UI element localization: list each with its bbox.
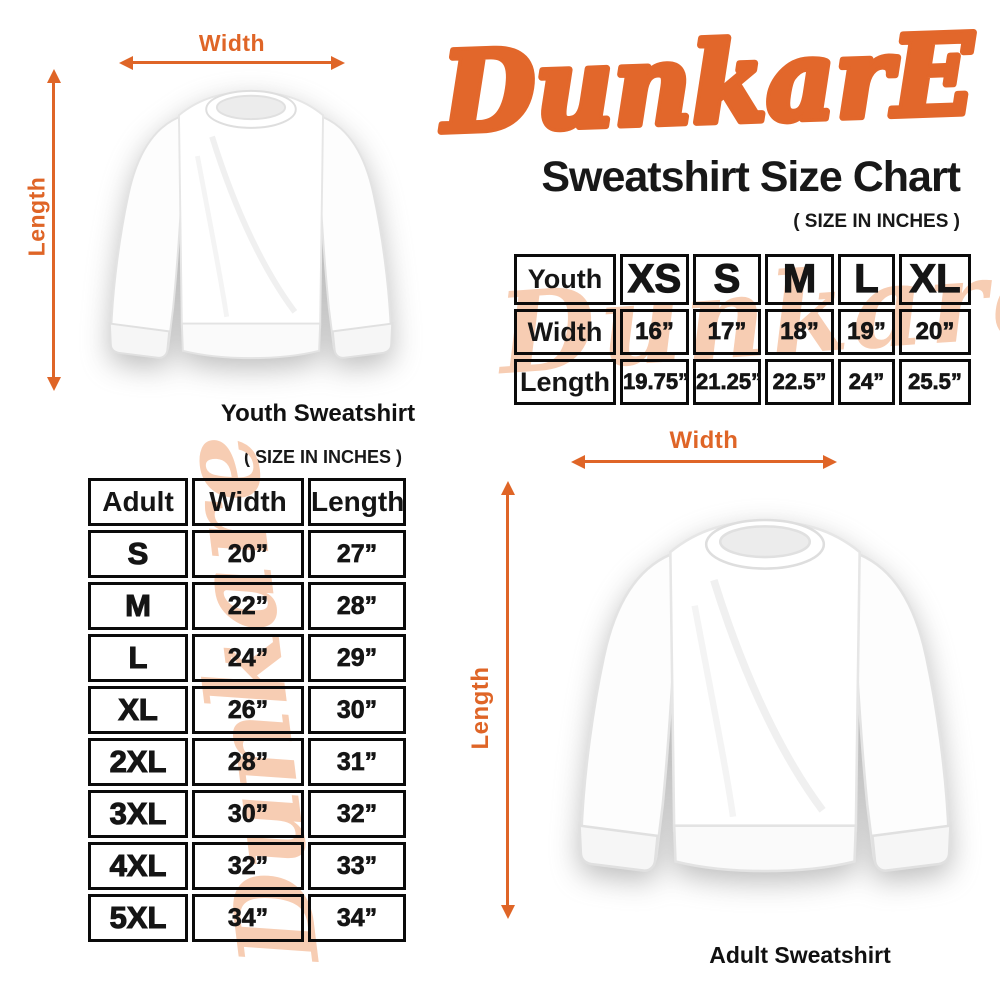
table-cell: XS — [620, 254, 689, 305]
table-row: Youth XS S M L XL — [514, 254, 971, 305]
table-row: 2XL 28” 31” — [88, 738, 406, 786]
table-cell: Adult — [88, 478, 188, 526]
table-cell: Youth — [514, 254, 616, 305]
table-cell: 20” — [899, 309, 971, 355]
table-cell: 17” — [693, 309, 761, 355]
table-cell: 18” — [765, 309, 834, 355]
table-cell: 30” — [192, 790, 304, 838]
table-row: M 22” 28” — [88, 582, 406, 630]
table-cell: 22.5” — [765, 359, 834, 405]
table-row: 5XL 34” 34” — [88, 894, 406, 942]
adult-size-table: Adult Width Length S 20” 27” M 22” 28” L 24” 29” XL 2… — [84, 474, 410, 946]
table-row: 4XL 32” 33” — [88, 842, 406, 890]
table-cell: 32” — [308, 790, 406, 838]
table-cell: M — [765, 254, 834, 305]
youth-caption: Youth Sweatshirt — [220, 400, 416, 427]
adult-width-label: Width — [669, 427, 739, 454]
table-cell: M — [88, 582, 188, 630]
table-row: L 24” 29” — [88, 634, 406, 682]
table-cell: 4XL — [88, 842, 188, 890]
table-cell: 32” — [192, 842, 304, 890]
size-units-note-top: ( SIZE IN INCHES ) — [793, 211, 960, 232]
youth-width-arrow-icon — [119, 55, 345, 70]
table-row: Width 16” 17” 18” 19” 20” — [514, 309, 971, 355]
table-cell: 27” — [308, 530, 406, 578]
table-cell: 3XL — [88, 790, 188, 838]
table-cell: 28” — [192, 738, 304, 786]
table-cell: XL — [88, 686, 188, 734]
table-cell: Length — [514, 359, 616, 405]
youth-length-label: Length — [23, 176, 50, 257]
table-cell: 22” — [192, 582, 304, 630]
adult-width-arrow-icon — [571, 454, 837, 469]
table-cell: 19.75” — [620, 359, 689, 405]
table-cell: XL — [899, 254, 971, 305]
table-row: XL 26” 30” — [88, 686, 406, 734]
youth-width-label: Width — [198, 30, 266, 56]
table-cell: 33” — [308, 842, 406, 890]
table-cell: 2XL — [88, 738, 188, 786]
table-cell: 24” — [192, 634, 304, 682]
youth-length-arrow-icon — [46, 69, 61, 391]
table-cell: 5XL — [88, 894, 188, 942]
table-cell: 21.25” — [693, 359, 762, 405]
table-row: Length 19.75” 21.25” 22.5” 24” 25.5” — [514, 359, 971, 405]
size-units-note-adult: ( SIZE IN INCHES ) — [243, 447, 402, 467]
table-cell: 28” — [308, 582, 406, 630]
adult-length-arrow-icon — [500, 481, 515, 919]
table-cell: L — [838, 254, 895, 305]
table-row: 3XL 30” 32” — [88, 790, 406, 838]
brand-wordmark: DunkarE — [437, 10, 978, 157]
page-title: Sweatshirt Size Chart — [541, 153, 961, 201]
table-cell: Length — [308, 478, 406, 526]
youth-sweatshirt-illustration — [66, 68, 436, 400]
table-cell: Width — [192, 478, 304, 526]
table-cell: 29” — [308, 634, 406, 682]
table-row: S 20” 27” — [88, 530, 406, 578]
table-cell: 34” — [192, 894, 304, 942]
table-cell: 34” — [308, 894, 406, 942]
table-cell: 19” — [838, 309, 895, 355]
table-cell: 20” — [192, 530, 304, 578]
dunkare-logo: DunkarE — [433, 10, 981, 160]
table-cell: 25.5” — [899, 359, 971, 405]
table-cell: S — [693, 254, 761, 305]
table-cell: Width — [514, 309, 616, 355]
table-cell: 30” — [308, 686, 406, 734]
table-cell: L — [88, 634, 188, 682]
adult-caption: Adult Sweatshirt — [709, 942, 891, 968]
table-cell: 26” — [192, 686, 304, 734]
adult-length-label: Length — [467, 666, 494, 750]
adult-sweatshirt-illustration — [522, 468, 1000, 948]
table-cell: 24” — [838, 359, 895, 405]
table-cell: 31” — [308, 738, 406, 786]
table-cell: 16” — [620, 309, 689, 355]
table-row: Adult Width Length — [88, 478, 406, 526]
youth-size-table: Youth XS S M L XL Width 16” 17” 18” 19” 20” Length 19… — [510, 250, 975, 409]
table-cell: S — [88, 530, 188, 578]
